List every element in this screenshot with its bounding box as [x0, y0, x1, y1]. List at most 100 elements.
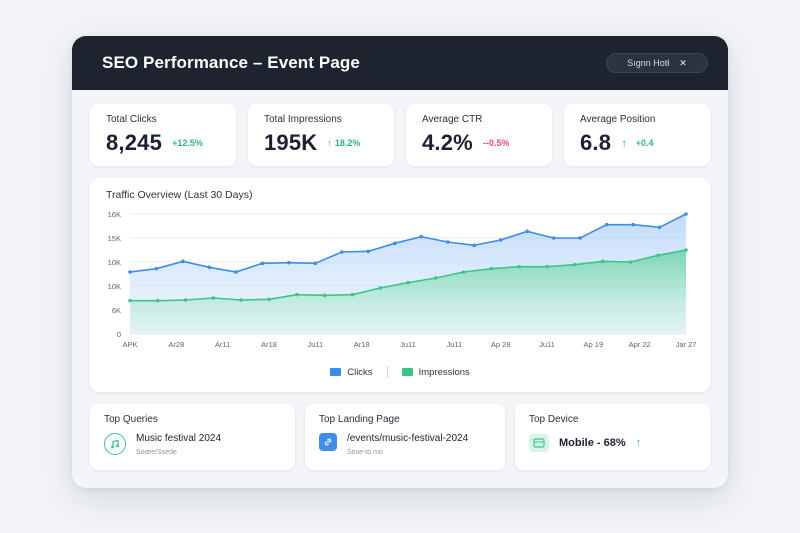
top-landing-page-sub: Sose-to.mo: [347, 449, 383, 456]
page-title: SEO Performance – Event Page: [102, 53, 360, 72]
clicks-point: [419, 234, 424, 239]
x-tick-label: Ar18: [354, 340, 370, 349]
stat-card-average-position: Average Position 6.8 ↑ +0.4: [564, 104, 710, 166]
stat-delta: +12.5%: [172, 138, 203, 148]
clicks-point: [445, 240, 450, 244]
stat-card-total-clicks: Total Clicks 8,245 +12.5%: [90, 104, 236, 166]
impressions-point: [350, 292, 355, 297]
y-tick-label: 15K: [108, 234, 121, 243]
x-tick-label: APK: [122, 340, 137, 349]
x-tick-label: Apr 22: [629, 340, 651, 349]
music-icon: [104, 433, 126, 455]
top-query-value: Music festival 2024: [136, 433, 222, 444]
stat-delta: ↑ +0.4: [621, 136, 654, 150]
clicks-point: [472, 243, 476, 248]
y-tick-label: 16K: [108, 210, 121, 219]
clicks-point: [525, 229, 529, 234]
top-device-card[interactable]: Top Device Mobile - 68% ↑: [515, 404, 710, 470]
x-icon: ✕: [679, 57, 687, 68]
x-tick-label: Ap 19: [584, 340, 604, 349]
sign-in-label: Sıgnn Hotł: [627, 58, 670, 68]
impressions-swatch: [401, 368, 413, 376]
impressions-point: [128, 298, 132, 303]
clicks-point: [657, 225, 662, 230]
legend-divider: [386, 366, 388, 378]
x-tick-label: Ju11: [307, 340, 323, 349]
legend-item-impressions[interactable]: Impressions: [401, 367, 470, 378]
impressions-point: [600, 259, 605, 264]
clicks-point: [684, 212, 688, 216]
top-landing-page-value[interactable]: /events/music-festival-2024: [347, 433, 469, 444]
clicks-point: [207, 265, 212, 270]
clicks-point: [313, 261, 318, 266]
x-tick-label: Ar11: [215, 340, 230, 349]
impressions-area: [130, 250, 686, 334]
impressions-point: [322, 293, 327, 298]
stat-label: Average Position: [580, 114, 656, 125]
stats-row: Total Clicks 8,245 +12.5% Total Impressi…: [90, 104, 710, 166]
card-title: Top Device: [529, 414, 579, 425]
card-title: Top Landing Page: [319, 414, 400, 425]
impressions-point: [628, 260, 633, 264]
stat-value: 8,245: [106, 130, 163, 155]
top-landing-page-card[interactable]: Top Landing Page /events/music-festival-…: [305, 404, 505, 470]
y-tick-label: 6K: [112, 306, 121, 315]
clicks-point: [631, 222, 635, 227]
clicks-point: [260, 261, 265, 266]
top-queries-card[interactable]: Top Queries Music festival 2024 Soœe/Sse…: [90, 404, 295, 470]
x-tick-label: Jar 27: [676, 340, 697, 349]
arrow-up-icon: ↑: [327, 138, 332, 148]
clicks-point: [604, 222, 609, 227]
impressions-point: [434, 276, 438, 280]
arrow-up-icon: ↑: [635, 437, 642, 449]
impressions-point: [295, 292, 299, 297]
device-icon: [529, 434, 549, 452]
top-query-sub: Soœe/Ssede: [136, 449, 177, 456]
stat-value: 4.2%: [422, 130, 473, 155]
top-device-value: Mobile - 68%: [559, 437, 626, 449]
stat-value: 195K: [264, 130, 318, 155]
impressions-point: [183, 298, 188, 302]
stat-label: Average CTR: [422, 114, 483, 125]
chart-title: Traffic Overview (Last 30 Days): [106, 189, 253, 201]
header-bar: SEO Performance – Event Page Sıgnn Hotł …: [72, 36, 728, 90]
impressions-point: [517, 264, 521, 269]
clicks-point: [551, 236, 556, 240]
x-tick-label: Ju11: [539, 340, 555, 349]
clicks-point: [340, 250, 344, 254]
impressions-point: [461, 270, 466, 274]
clicks-point: [234, 270, 238, 274]
stat-card-average-ctr: Average CTR 4.2% --0.5%: [406, 104, 552, 166]
card-title: Top Queries: [104, 414, 158, 425]
traffic-area-chart: 0 6K 10K 10K 15K 16K APK Ar28 Ar11 Ar18 Ju11 Ar18 Ju…: [108, 210, 697, 349]
stat-card-total-impressions: Total Impressions 195K ↑ 18.2%: [248, 104, 394, 166]
stat-label: Total Clicks: [106, 114, 157, 125]
clicks-point: [366, 249, 371, 254]
clicks-point: [392, 241, 397, 246]
impressions-point: [378, 286, 383, 290]
clicks-point: [154, 266, 159, 271]
impressions-point: [684, 248, 688, 252]
impressions-point: [239, 298, 243, 302]
y-tick-label: 10K: [108, 258, 121, 267]
impressions-point: [156, 298, 160, 303]
link-icon: [319, 433, 337, 451]
x-tick-label: Ap 28: [491, 340, 511, 349]
impressions-point: [573, 262, 577, 267]
bottom-cards-row: Top Queries Music festival 2024 Soœe/Sse…: [90, 404, 710, 470]
stat-delta: --0.5%: [482, 138, 510, 148]
x-tick-label: Ju11: [446, 340, 462, 349]
dashboard-window: SEO Performance – Event Page Sıgnn Hotł …: [72, 36, 728, 488]
impressions-point: [545, 264, 549, 269]
x-tick-label: Ar28: [168, 340, 184, 349]
clicks-point: [498, 238, 503, 242]
clicks-line: [129, 213, 687, 273]
sign-in-button[interactable]: Sıgnn Hotł ✕: [606, 53, 708, 73]
impressions-point: [267, 297, 271, 302]
clicks-point: [287, 260, 291, 265]
impressions-point: [406, 280, 410, 285]
impressions-point: [211, 296, 216, 300]
legend-item-clicks[interactable]: Clicks: [330, 367, 373, 378]
traffic-chart-card: Traffic Overview (Last 30 Days) 0 6K 10K 10…: [90, 178, 710, 392]
y-tick-label: 0: [117, 330, 121, 339]
